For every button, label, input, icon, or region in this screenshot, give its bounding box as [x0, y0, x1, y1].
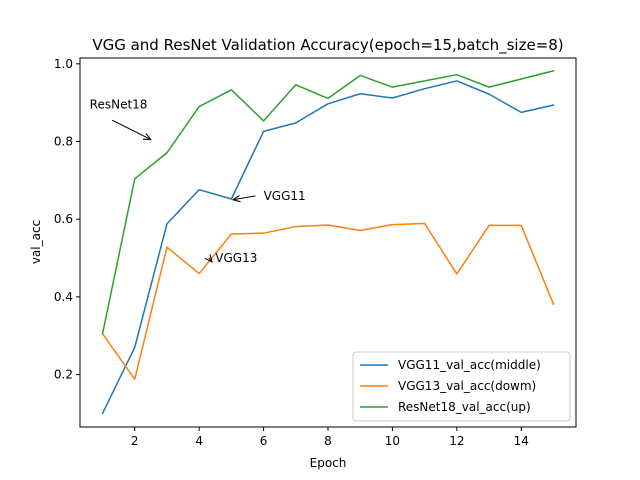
series-lines	[101, 69, 555, 415]
x-axis-label: Epoch	[310, 456, 347, 470]
legend-label: VGG13_val_acc(dowm)	[398, 379, 536, 393]
y-tick-label: 0.2	[54, 368, 73, 382]
annotation-arrow	[233, 196, 256, 200]
x-tick-label: 4	[195, 434, 203, 448]
legend: VGG11_val_acc(middle) VGG13_val_acc(dowm)…	[352, 351, 571, 422]
y-tick-label: 0.6	[54, 212, 73, 226]
annotation-label: VGG11	[264, 189, 306, 203]
x-axis-ticks: 2 4 6 8 10 12 14	[131, 427, 529, 448]
series-line-1	[101, 222, 555, 380]
series-line-2	[101, 69, 555, 335]
annotation-arrow	[209, 258, 212, 262]
x-tick-label: 2	[131, 434, 139, 448]
x-tick-label: 6	[260, 434, 268, 448]
y-axis-ticks: 0.2 0.4 0.6 0.8 1.0	[54, 57, 80, 382]
chart-title: VGG and ResNet Validation Accuracy(epoch…	[92, 36, 563, 55]
annotation-arrow	[111, 119, 151, 139]
legend-box	[352, 351, 571, 422]
legend-label: VGG11_val_acc(middle)	[398, 358, 541, 372]
x-tick-label: 10	[385, 434, 400, 448]
x-tick-label: 14	[514, 434, 529, 448]
legend-label: ResNet18_val_acc(up)	[398, 400, 531, 414]
y-tick-label: 0.8	[54, 135, 73, 149]
y-tick-label: 1.0	[54, 57, 73, 71]
annotation-label: ResNet18	[90, 98, 148, 112]
y-tick-label: 0.4	[54, 290, 73, 304]
annotations: ResNet18 VGG11 VGG13	[90, 98, 306, 265]
series-line-0	[101, 80, 555, 415]
annotation-label: VGG13	[215, 251, 257, 265]
y-axis-label: val_acc	[29, 220, 43, 264]
x-tick-label: 8	[324, 434, 332, 448]
x-tick-label: 12	[449, 434, 464, 448]
